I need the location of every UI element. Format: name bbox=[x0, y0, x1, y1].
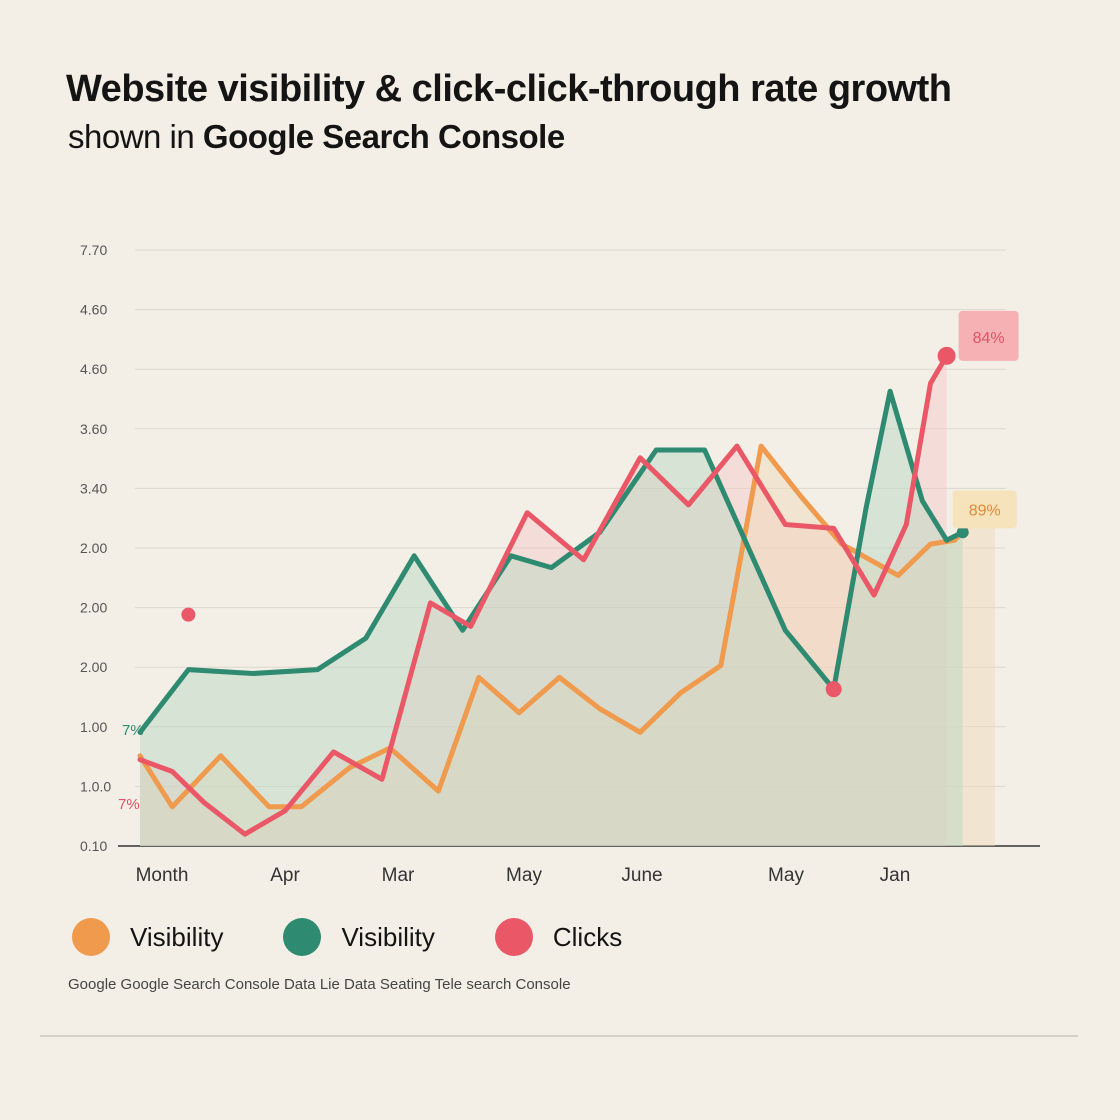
y-tick-label: 7.70 bbox=[80, 242, 107, 258]
x-tick-label: Jan bbox=[880, 865, 911, 886]
y-tick-label: 4.60 bbox=[80, 361, 107, 377]
legend-item-visibility-green[interactable]: Visibility bbox=[283, 918, 435, 956]
y-tick-label: 2.00 bbox=[80, 659, 107, 675]
legend-swatch bbox=[72, 918, 110, 956]
y-tick-label: 2.00 bbox=[80, 540, 107, 556]
annotation-label: 7% bbox=[122, 722, 144, 739]
axis-ticks: 7.70 4.60 4.60 3.60 3.40 2.00 2.00 2.00 1.00 1.0.… bbox=[80, 242, 910, 886]
y-tick-label: 1.00 bbox=[80, 719, 107, 735]
data-point bbox=[956, 526, 969, 539]
legend-label: Visibility bbox=[341, 921, 435, 952]
annotation-label: 84% bbox=[973, 330, 1005, 347]
series-line bbox=[137, 353, 950, 837]
x-tick-label: June bbox=[621, 865, 662, 886]
legend-swatch bbox=[283, 918, 322, 956]
subtitle-product: Google Search Console bbox=[202, 118, 565, 155]
legend-item-visibility-orange[interactable]: Visibility bbox=[72, 918, 223, 956]
x-tick-label: Month bbox=[136, 865, 189, 886]
y-tick-label: 0.10 bbox=[80, 838, 107, 854]
legend-swatch bbox=[494, 918, 533, 956]
series-lines bbox=[137, 346, 998, 837]
subtitle-prefix: shown in bbox=[68, 118, 195, 155]
legend-label: Clicks bbox=[552, 921, 623, 952]
legend-item-clicks[interactable]: Clicks bbox=[494, 918, 623, 956]
source-note: Google Google Search Console Data Lie Da… bbox=[68, 976, 571, 993]
x-tick-label: Mar bbox=[382, 865, 415, 886]
x-tick-label: May bbox=[768, 865, 804, 886]
y-tick-label: 2.00 bbox=[80, 600, 107, 616]
annotation-label: 89% bbox=[969, 502, 1001, 519]
y-tick-label: 3.60 bbox=[80, 421, 107, 437]
area-fills bbox=[140, 355, 995, 846]
annotation-badge bbox=[952, 490, 1017, 529]
annotation-label: 7% bbox=[118, 796, 140, 813]
y-tick-label: 4.60 bbox=[80, 302, 107, 318]
data-point bbox=[181, 607, 196, 622]
chart-legend: Visibility Visibility Clicks bbox=[72, 918, 682, 956]
footer-divider bbox=[40, 1035, 1078, 1037]
data-point bbox=[825, 681, 842, 698]
annotation-badge bbox=[958, 310, 1019, 361]
chart-annotations: 84% 89% 7% 7% bbox=[118, 310, 1019, 813]
legend-label: Visibility bbox=[130, 921, 224, 952]
x-tick-label: Apr bbox=[270, 865, 300, 886]
series-area-fill bbox=[140, 391, 963, 846]
y-tick-label: 3.40 bbox=[80, 480, 107, 496]
data-point bbox=[937, 346, 956, 365]
chart-title: Website visibility & click-click-through… bbox=[66, 68, 952, 110]
y-tick-label: 1.0.0 bbox=[80, 778, 111, 794]
x-tick-label: May bbox=[506, 865, 542, 886]
chart-subtitle: shown in Google Search Console bbox=[68, 118, 565, 156]
